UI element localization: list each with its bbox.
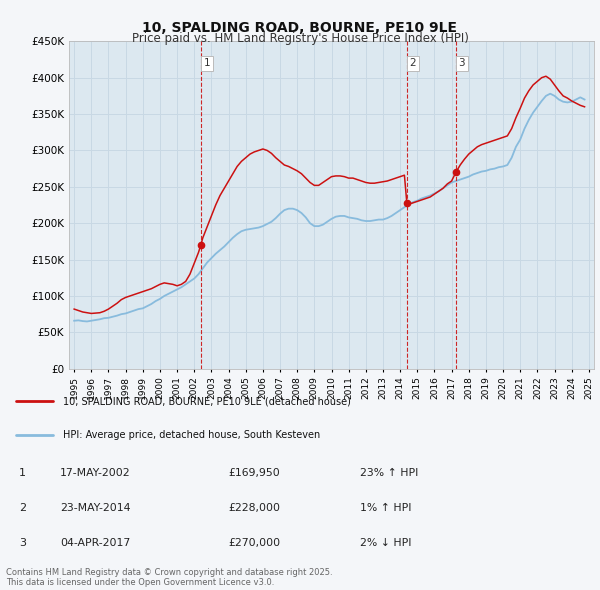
- Text: Price paid vs. HM Land Registry's House Price Index (HPI): Price paid vs. HM Land Registry's House …: [131, 32, 469, 45]
- Text: 17-MAY-2002: 17-MAY-2002: [60, 468, 131, 477]
- Text: 2: 2: [19, 503, 26, 513]
- Text: 23% ↑ HPI: 23% ↑ HPI: [360, 468, 418, 477]
- Text: HPI: Average price, detached house, South Kesteven: HPI: Average price, detached house, Sout…: [64, 430, 320, 440]
- Text: £228,000: £228,000: [228, 503, 280, 513]
- Text: 2: 2: [409, 58, 416, 68]
- Text: 1: 1: [203, 58, 210, 68]
- Text: 1: 1: [19, 468, 26, 477]
- Text: 04-APR-2017: 04-APR-2017: [60, 539, 130, 548]
- Text: 10, SPALDING ROAD, BOURNE, PE10 9LE (detached house): 10, SPALDING ROAD, BOURNE, PE10 9LE (det…: [64, 396, 351, 407]
- Text: 3: 3: [19, 539, 26, 548]
- Text: Contains HM Land Registry data © Crown copyright and database right 2025.
This d: Contains HM Land Registry data © Crown c…: [6, 568, 332, 587]
- Text: 23-MAY-2014: 23-MAY-2014: [60, 503, 131, 513]
- Text: 3: 3: [458, 58, 465, 68]
- Text: £270,000: £270,000: [228, 539, 280, 548]
- Text: 10, SPALDING ROAD, BOURNE, PE10 9LE: 10, SPALDING ROAD, BOURNE, PE10 9LE: [143, 21, 458, 35]
- Text: £169,950: £169,950: [228, 468, 280, 477]
- Text: 1% ↑ HPI: 1% ↑ HPI: [360, 503, 412, 513]
- Text: 2% ↓ HPI: 2% ↓ HPI: [360, 539, 412, 548]
